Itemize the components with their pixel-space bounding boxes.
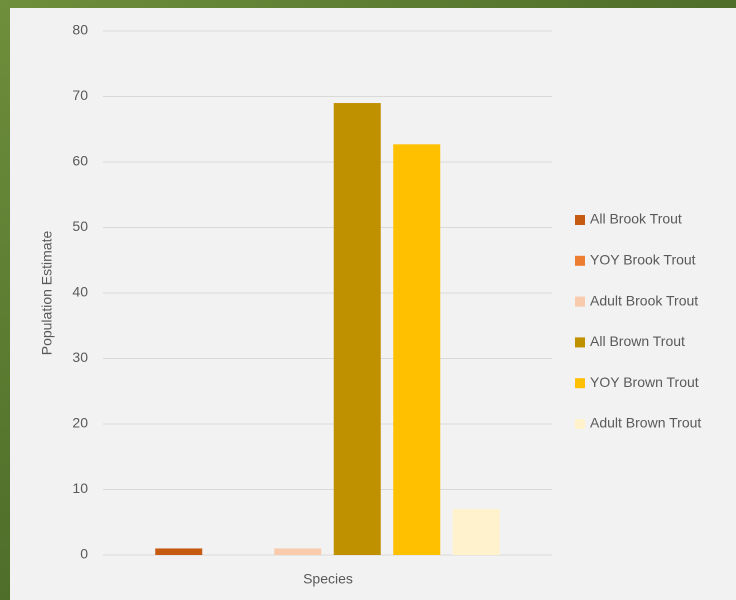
y-axis-label: Population Estimate (39, 231, 55, 356)
y-tick-label: 20 (72, 415, 88, 431)
legend-swatch (575, 378, 585, 389)
y-tick-label: 40 (72, 284, 88, 300)
legend-swatch (575, 215, 585, 225)
legend-swatch (575, 419, 585, 429)
y-tick-label: 10 (72, 480, 88, 496)
legend-label: All Brown Trout (590, 333, 685, 349)
bar (274, 548, 322, 555)
legend-swatch (575, 255, 585, 266)
bar (393, 144, 441, 555)
y-tick-label: 50 (72, 218, 88, 234)
y-tick-label: 60 (72, 153, 88, 169)
legend-label: YOY Brook Trout (590, 252, 696, 268)
legend-swatch (575, 296, 585, 307)
bar (333, 103, 381, 556)
y-tick-label: 0 (80, 546, 88, 562)
legend-label: All Brook Trout (590, 211, 682, 227)
legend-label: Adult Brook Trout (590, 292, 698, 308)
legend-label: YOY Brown Trout (590, 374, 699, 390)
y-tick-label: 80 (72, 22, 88, 38)
bar (452, 509, 500, 555)
x-axis-label: Species (303, 571, 353, 587)
legend-label: Adult Brown Trout (590, 415, 701, 431)
bar (155, 548, 203, 555)
legend-swatch (575, 337, 585, 348)
y-tick-label: 30 (72, 349, 88, 365)
y-tick-label: 70 (72, 87, 88, 103)
